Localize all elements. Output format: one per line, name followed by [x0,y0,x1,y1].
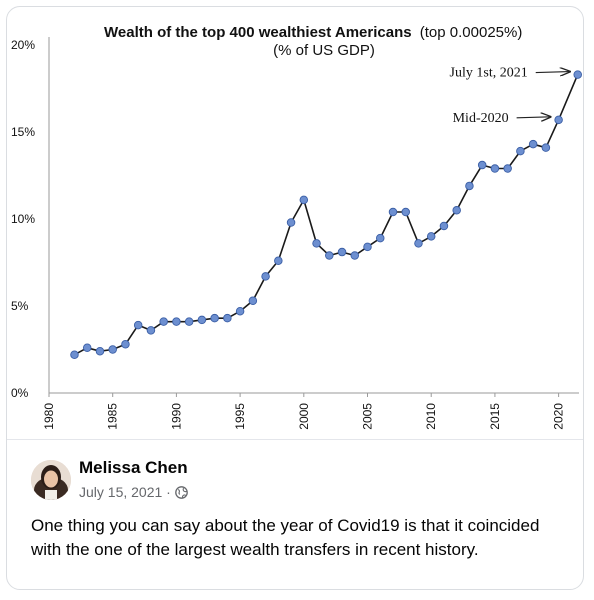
x-tick-label: 1980 [42,403,56,430]
axes: 0% 5% 10% 15% 20% 1980 1985 1990 1995 2000 2005 201… [11,37,579,430]
data-point [528,139,538,149]
data-point [452,206,461,215]
data-point [426,232,436,241]
y-tick-label: 20% [11,38,35,52]
data-point [223,313,232,323]
x-tick-label: 1990 [169,403,183,430]
data-point [210,313,219,323]
annotations: July 1st, 2021 Mid-2020 [450,66,570,126]
data-point [503,164,512,173]
data-point [401,207,410,217]
data-point [274,256,283,266]
data-point [235,306,245,316]
data-point [477,160,487,170]
post-card: Wealth of the top 400 wealthiest America… [6,6,584,590]
x-tick-label: 2010 [424,403,438,430]
x-tick-label: 2015 [488,403,502,430]
x-tick-label: 1995 [233,403,247,430]
data-point [554,115,563,125]
data-point [299,195,309,205]
post-text: One thing you can say about the year of … [31,516,540,559]
data-point [312,239,321,248]
y-tick-label: 5% [11,299,29,313]
annotation-arrow [535,72,570,73]
data-point [465,181,474,191]
data-point [337,247,347,257]
data-point [376,233,385,243]
annotation-arrow [516,117,551,118]
data-point [70,350,79,359]
data-point [286,218,296,227]
chart-subtitle: (% of US GDP) [273,42,375,59]
divider [7,439,583,440]
annotation-label: Mid-2020 [453,111,509,126]
data-point [541,143,551,152]
data-point [172,317,181,326]
x-tick-label: 2020 [552,403,566,430]
data-point [363,242,372,252]
post-meta: July 15, 2021 · [79,484,188,500]
data-point [388,207,398,217]
post-date[interactable]: July 15, 2021 · [79,484,171,500]
series-line [74,74,579,356]
data-point [95,346,105,356]
data-point [414,239,423,248]
y-tick-label: 0% [11,386,29,400]
data-point [121,340,130,349]
series [70,70,582,359]
data-point [82,343,92,353]
chart-image[interactable]: Wealth of the top 400 wealthiest America… [7,7,583,439]
data-point [490,164,500,173]
data-point [133,320,143,330]
x-tick-label: 2000 [297,403,311,430]
data-point [197,315,207,325]
data-point [350,251,360,260]
data-point [439,221,449,231]
y-tick-label: 15% [11,125,35,139]
x-tick-label: 1985 [106,403,120,430]
x-tick-label: 2005 [361,403,375,430]
chart-title-bold: Wealth of the top 400 wealthiest America… [104,24,412,41]
chart-title-suffix: (top 0.00025%) [420,24,523,41]
annotation-label: July 1st, 2021 [450,66,528,81]
post-body: Melissa Chen July 15, 2021 · One thing y… [7,440,583,589]
data-point [516,146,525,156]
avatar[interactable] [31,460,71,500]
data-point [146,326,156,335]
data-point [325,251,334,260]
data-point [184,317,194,326]
data-point [248,296,258,306]
data-point [261,272,270,281]
data-point [108,345,117,354]
data-point [159,317,168,326]
y-tick-label: 10% [11,212,35,226]
data-point [573,70,582,79]
globe-icon [174,485,188,499]
author-name[interactable]: Melissa Chen [79,458,188,477]
chart-title: Wealth of the top 400 wealthiest America… [104,24,522,41]
wealth-chart: Wealth of the top 400 wealthiest America… [11,24,582,430]
